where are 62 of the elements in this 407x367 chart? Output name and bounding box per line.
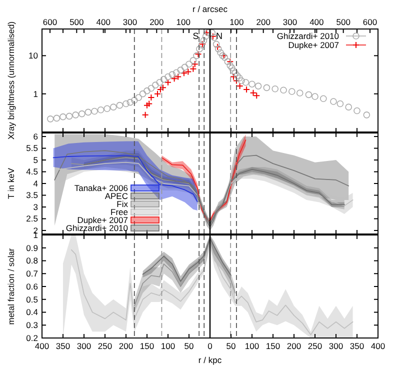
y-tick-label: 0.2 bbox=[26, 332, 38, 343]
x-tick-label: 300 bbox=[76, 341, 92, 351]
x2-tick-label: 0 bbox=[208, 17, 213, 27]
x2-tick-label: 500 bbox=[70, 17, 84, 27]
x-tick-label: 150 bbox=[140, 341, 154, 351]
x-tick-label: 300 bbox=[328, 341, 344, 351]
x2-tick-label: 300 bbox=[122, 17, 138, 27]
x-tick-label: 400 bbox=[370, 341, 386, 351]
legend-label: APEC bbox=[104, 190, 128, 201]
x2-tick-label: 100 bbox=[230, 17, 244, 27]
y-tick-label: 0.8 bbox=[26, 256, 38, 266]
x2-tick-label: 600 bbox=[42, 17, 58, 27]
x-tick-label: 50 bbox=[184, 341, 194, 351]
x-tick-label: 350 bbox=[350, 341, 364, 351]
y-tick-label: 0.7 bbox=[26, 268, 38, 279]
legend-label: Tanaka+ 2006 bbox=[74, 182, 128, 193]
x2-tick-label: 400 bbox=[96, 17, 111, 27]
annotation: S bbox=[192, 31, 199, 42]
y-axis-title: metal fraction / solar bbox=[6, 248, 16, 325]
x-tick-label: 200 bbox=[286, 341, 302, 351]
x-axis-title: r / kpc bbox=[198, 355, 222, 365]
legend-label: Dupke+ 2007 bbox=[77, 214, 128, 225]
x-tick-label: 0 bbox=[208, 341, 213, 351]
x2-axis-title: r / arcsec bbox=[192, 4, 228, 14]
y-tick-label: 0.5 bbox=[26, 294, 38, 304]
x2-tick-label: 500 bbox=[336, 17, 351, 27]
x-tick-label: 350 bbox=[56, 341, 70, 351]
y-tick-label: 5 bbox=[33, 154, 38, 165]
x-tick-label: 50 bbox=[226, 341, 236, 351]
x-tick-label: 150 bbox=[266, 341, 280, 351]
y-tick-label: 6 bbox=[33, 132, 38, 142]
x2-tick-label: 200 bbox=[150, 17, 164, 27]
y-axis-title: T in keV bbox=[6, 168, 16, 200]
y-tick-label: 0.4 bbox=[26, 307, 38, 318]
annotation: N bbox=[216, 31, 222, 42]
y-tick-label: 0.9 bbox=[26, 242, 38, 253]
x2-tick-label: 100 bbox=[176, 17, 191, 27]
y-tick-label: 2.5 bbox=[26, 214, 38, 224]
x2-tick-label: 200 bbox=[256, 17, 271, 27]
y-axis-title: Xray brightness (unnormalised) bbox=[6, 21, 16, 140]
x-tick-label: 250 bbox=[308, 341, 322, 351]
y-tick-label: 0.6 bbox=[26, 281, 38, 292]
x2-tick-label: 600 bbox=[362, 17, 378, 27]
legend-label: Free bbox=[110, 206, 128, 217]
x2-tick-label: 300 bbox=[282, 17, 298, 27]
y-tick-label: 1 bbox=[33, 88, 38, 99]
x-tick-label: 200 bbox=[118, 341, 134, 351]
y-tick-label: 4 bbox=[33, 178, 38, 188]
y-tick-label: 0.3 bbox=[26, 320, 38, 330]
x2-tick-label: 400 bbox=[310, 17, 324, 27]
legend-label: Fix bbox=[116, 198, 129, 209]
y-tick-label: 10 bbox=[28, 50, 38, 61]
x-tick-label: 400 bbox=[34, 341, 50, 351]
x-tick-label: 100 bbox=[160, 341, 176, 351]
x-tick-label: 250 bbox=[98, 341, 112, 351]
x-tick-label: 100 bbox=[244, 341, 260, 351]
y-tick-label: 3.5 bbox=[26, 190, 38, 200]
legend-label: Dupke+ 2007 bbox=[288, 40, 340, 50]
y-tick-label: 5.5 bbox=[26, 143, 38, 154]
legend-label: Ghizzardi+ 2010 bbox=[276, 30, 340, 41]
y-tick-label: 4.5 bbox=[26, 166, 38, 177]
y-tick-label: 3 bbox=[33, 202, 38, 212]
